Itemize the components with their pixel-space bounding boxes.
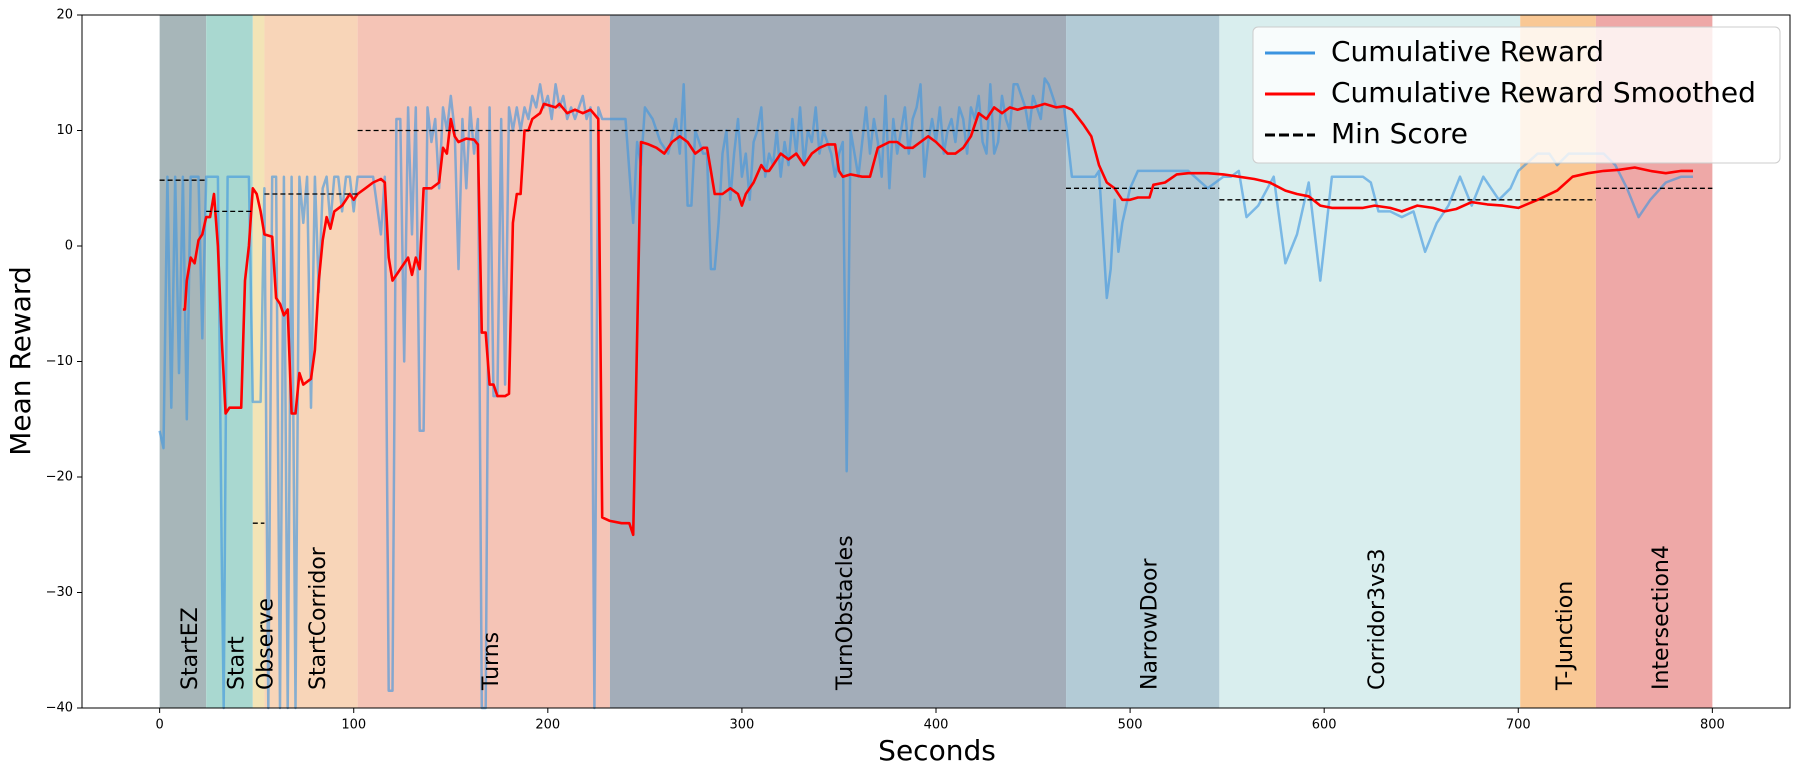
- x-tick-label: 400: [924, 718, 949, 733]
- region-label: Intersection4: [1649, 545, 1674, 690]
- region-label: Observe: [254, 598, 279, 690]
- y-tick-label: 10: [56, 123, 73, 138]
- series-line: [182, 102, 1693, 537]
- region-label: Start: [225, 636, 250, 690]
- x-tick-label: 600: [1312, 718, 1337, 733]
- y-tick-label: 0: [65, 239, 73, 254]
- region-band: [1066, 15, 1220, 708]
- x-tick-label: 200: [535, 718, 560, 733]
- x-tick-label: 800: [1700, 718, 1725, 733]
- region-band: [206, 15, 253, 708]
- axes: 0 100 200 300 400 500 600 700 800 −40 −30 −20 −10 0 10…: [46, 8, 1791, 733]
- x-tick-label: 300: [729, 718, 754, 733]
- x-axis-label: Seconds: [878, 734, 996, 767]
- legend-label: Cumulative Reward Smoothed: [1331, 76, 1756, 109]
- y-axis-label: Mean Reward: [4, 266, 37, 455]
- region-label: StartEZ: [178, 607, 203, 690]
- legend-box: [1252, 26, 1781, 164]
- legend-label: Cumulative Reward: [1331, 35, 1604, 68]
- region-label: Corridor3vs3: [1365, 548, 1390, 690]
- y-tick-label: 20: [56, 8, 73, 23]
- region-label: Turns: [479, 632, 504, 691]
- series-line: [158, 77, 1693, 710]
- region-label: NarrowDoor: [1138, 558, 1163, 690]
- y-tick-label: −40: [46, 701, 73, 716]
- region-band: [252, 15, 265, 708]
- y-tick-label: −10: [46, 354, 73, 369]
- y-tick-label: −30: [46, 585, 73, 600]
- x-tick-label: 0: [155, 718, 163, 733]
- region-label: StartCorridor: [306, 546, 331, 690]
- legend: Cumulative Reward Cumulative Reward Smoot…: [1252, 26, 1781, 164]
- x-tick-label: 100: [341, 718, 366, 733]
- x-tick-label: 700: [1506, 718, 1531, 733]
- lines: [158, 77, 1713, 710]
- region-label: TurnObstacles: [833, 535, 858, 691]
- region-band: [159, 15, 207, 708]
- region-label: T-Junction: [1553, 581, 1578, 691]
- legend-label: Min Score: [1331, 117, 1468, 150]
- series-line: [159, 129, 1713, 524]
- y-tick-label: −20: [46, 470, 73, 485]
- x-tick-label: 500: [1118, 718, 1143, 733]
